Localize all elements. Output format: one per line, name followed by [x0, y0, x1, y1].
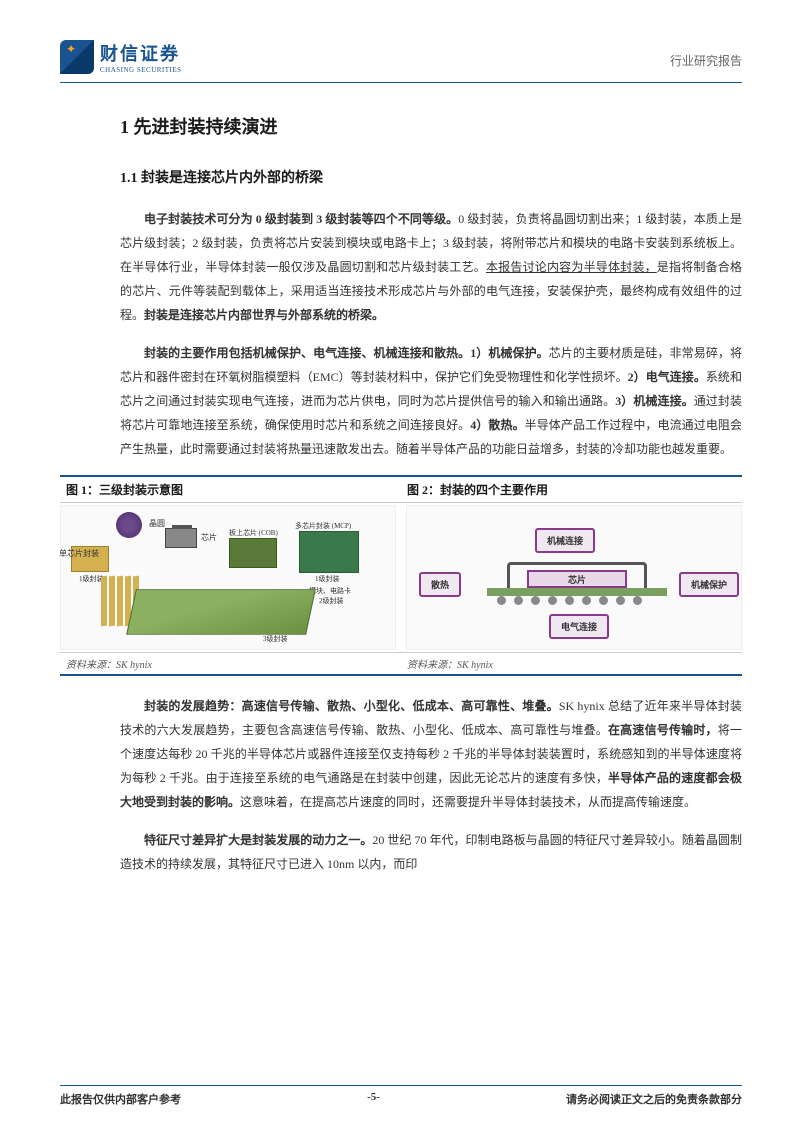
p2-b3: 3）机械连接。	[615, 394, 694, 408]
label-wafer: 晶圆	[149, 518, 165, 529]
logo-text-en: CHASING SECURITIES	[100, 66, 182, 74]
chip-icon	[165, 528, 197, 548]
logo-text-cn: 财信证券	[100, 40, 182, 66]
p3-b2: 在高速信号传输时，	[608, 723, 718, 737]
page-footer: 此报告仅供内部客户参考 -5- 请务必阅读正文之后的免责条款部分	[60, 1085, 742, 1107]
figure-1-source: 资料来源：SK hynix	[60, 653, 401, 674]
footer-left: 此报告仅供内部客户参考	[60, 1091, 181, 1107]
label-chip: 芯片	[201, 532, 217, 543]
heading-1: 1 先进封装持续演进	[120, 113, 742, 139]
p3-seg3: 这意味着，在提高芯片速度的同时，还需要提升半导体封装技术，从而提高传输速度。	[240, 795, 696, 809]
paragraph-2: 封装的主要作用包括机械保护、电气连接、机械连接和散热。1）机械保护。芯片的主要材…	[120, 341, 742, 461]
paragraph-1: 电子封装技术可分为 0 级封装到 3 级封装等四个不同等级。0 级封装，负责将晶…	[120, 207, 742, 327]
figure-1-title: 图 1：三级封装示意图	[60, 477, 401, 502]
figure-2-diagram: 机械连接 散热 芯片 机械保护 电气连接	[406, 505, 742, 650]
heading-2: 1.1 封装是连接芯片内外部的桥梁	[120, 167, 742, 187]
paragraph-4: 特征尺寸差异扩大是封装发展的动力之一。20 世纪 70 年代，印制电路板与晶圆的…	[120, 828, 742, 876]
wafer-icon	[116, 512, 142, 538]
p4-lead-bold: 特征尺寸差异扩大是封装发展的动力之一。	[144, 833, 372, 847]
label-lvl2: 2级封装	[319, 596, 344, 606]
figure-title-row: 图 1：三级封装示意图 图 2：封装的四个主要作用	[60, 475, 742, 503]
figure-2-source: 资料来源：SK hynix	[401, 653, 742, 674]
p1-tail-bold: 封装是连接芯片内部世界与外部系统的桥梁。	[144, 308, 384, 322]
cob-icon	[229, 538, 277, 568]
label-chip-center: 芯片	[527, 570, 627, 588]
p1-lead-bold: 电子封装技术可分为 0 级封装到 3 级封装等四个不同等级。	[144, 212, 458, 226]
p1-underline: 本报告讨论内容为半导体封装，	[486, 260, 657, 274]
label-cob: 板上芯片 (COB)	[229, 528, 278, 538]
label-heat: 散热	[419, 572, 461, 597]
figure-2-title: 图 2：封装的四个主要作用	[401, 477, 742, 502]
p2-b4: 4）散热。	[470, 418, 524, 432]
label-lvl3: 3级封装	[263, 634, 288, 644]
doc-type-label: 行业研究报告	[670, 52, 742, 69]
page-header: 财信证券 CHASING SECURITIES 行业研究报告	[60, 40, 742, 83]
label-lvl1a: 1级封装	[79, 574, 104, 584]
company-logo-icon	[60, 40, 94, 74]
mcp-icon	[299, 531, 359, 573]
paragraph-3: 封装的发展趋势：高速信号传输、散热、小型化、低成本、高可靠性、堆叠。SK hyn…	[120, 694, 742, 814]
label-mech-conn: 机械连接	[535, 528, 595, 553]
mainboard-icon	[126, 589, 316, 635]
label-lvl1b: 1级封装	[315, 574, 340, 584]
figure-source-row: 资料来源：SK hynix 资料来源：SK hynix	[60, 652, 742, 676]
p2-b2: 2）电气连接。	[628, 370, 706, 384]
footer-right: 请务必阅读正文之后的免责条款部分	[566, 1091, 742, 1107]
label-elec: 电气连接	[549, 614, 609, 639]
figure-content-row: 晶圆 芯片 单芯片封装 1级封装 板上芯片 (COB) 多芯片封装 (MCP) …	[60, 505, 742, 650]
figure-1-diagram: 晶圆 芯片 单芯片封装 1级封装 板上芯片 (COB) 多芯片封装 (MCP) …	[60, 505, 396, 650]
p2-lead-bold: 封装的主要作用包括机械保护、电气连接、机械连接和散热。1）机械保护。	[144, 346, 549, 360]
footer-page-number: -5-	[367, 1091, 380, 1107]
p3-lead-bold: 封装的发展趋势：高速信号传输、散热、小型化、低成本、高可靠性、堆叠。	[144, 699, 559, 713]
label-mech-prot: 机械保护	[679, 572, 739, 597]
label-single: 单芯片封装	[59, 548, 99, 559]
label-mcp: 多芯片封装 (MCP)	[295, 521, 351, 531]
logo-block: 财信证券 CHASING SECURITIES	[60, 40, 182, 74]
solder-balls-icon	[497, 596, 642, 605]
substrate-icon	[487, 588, 667, 596]
